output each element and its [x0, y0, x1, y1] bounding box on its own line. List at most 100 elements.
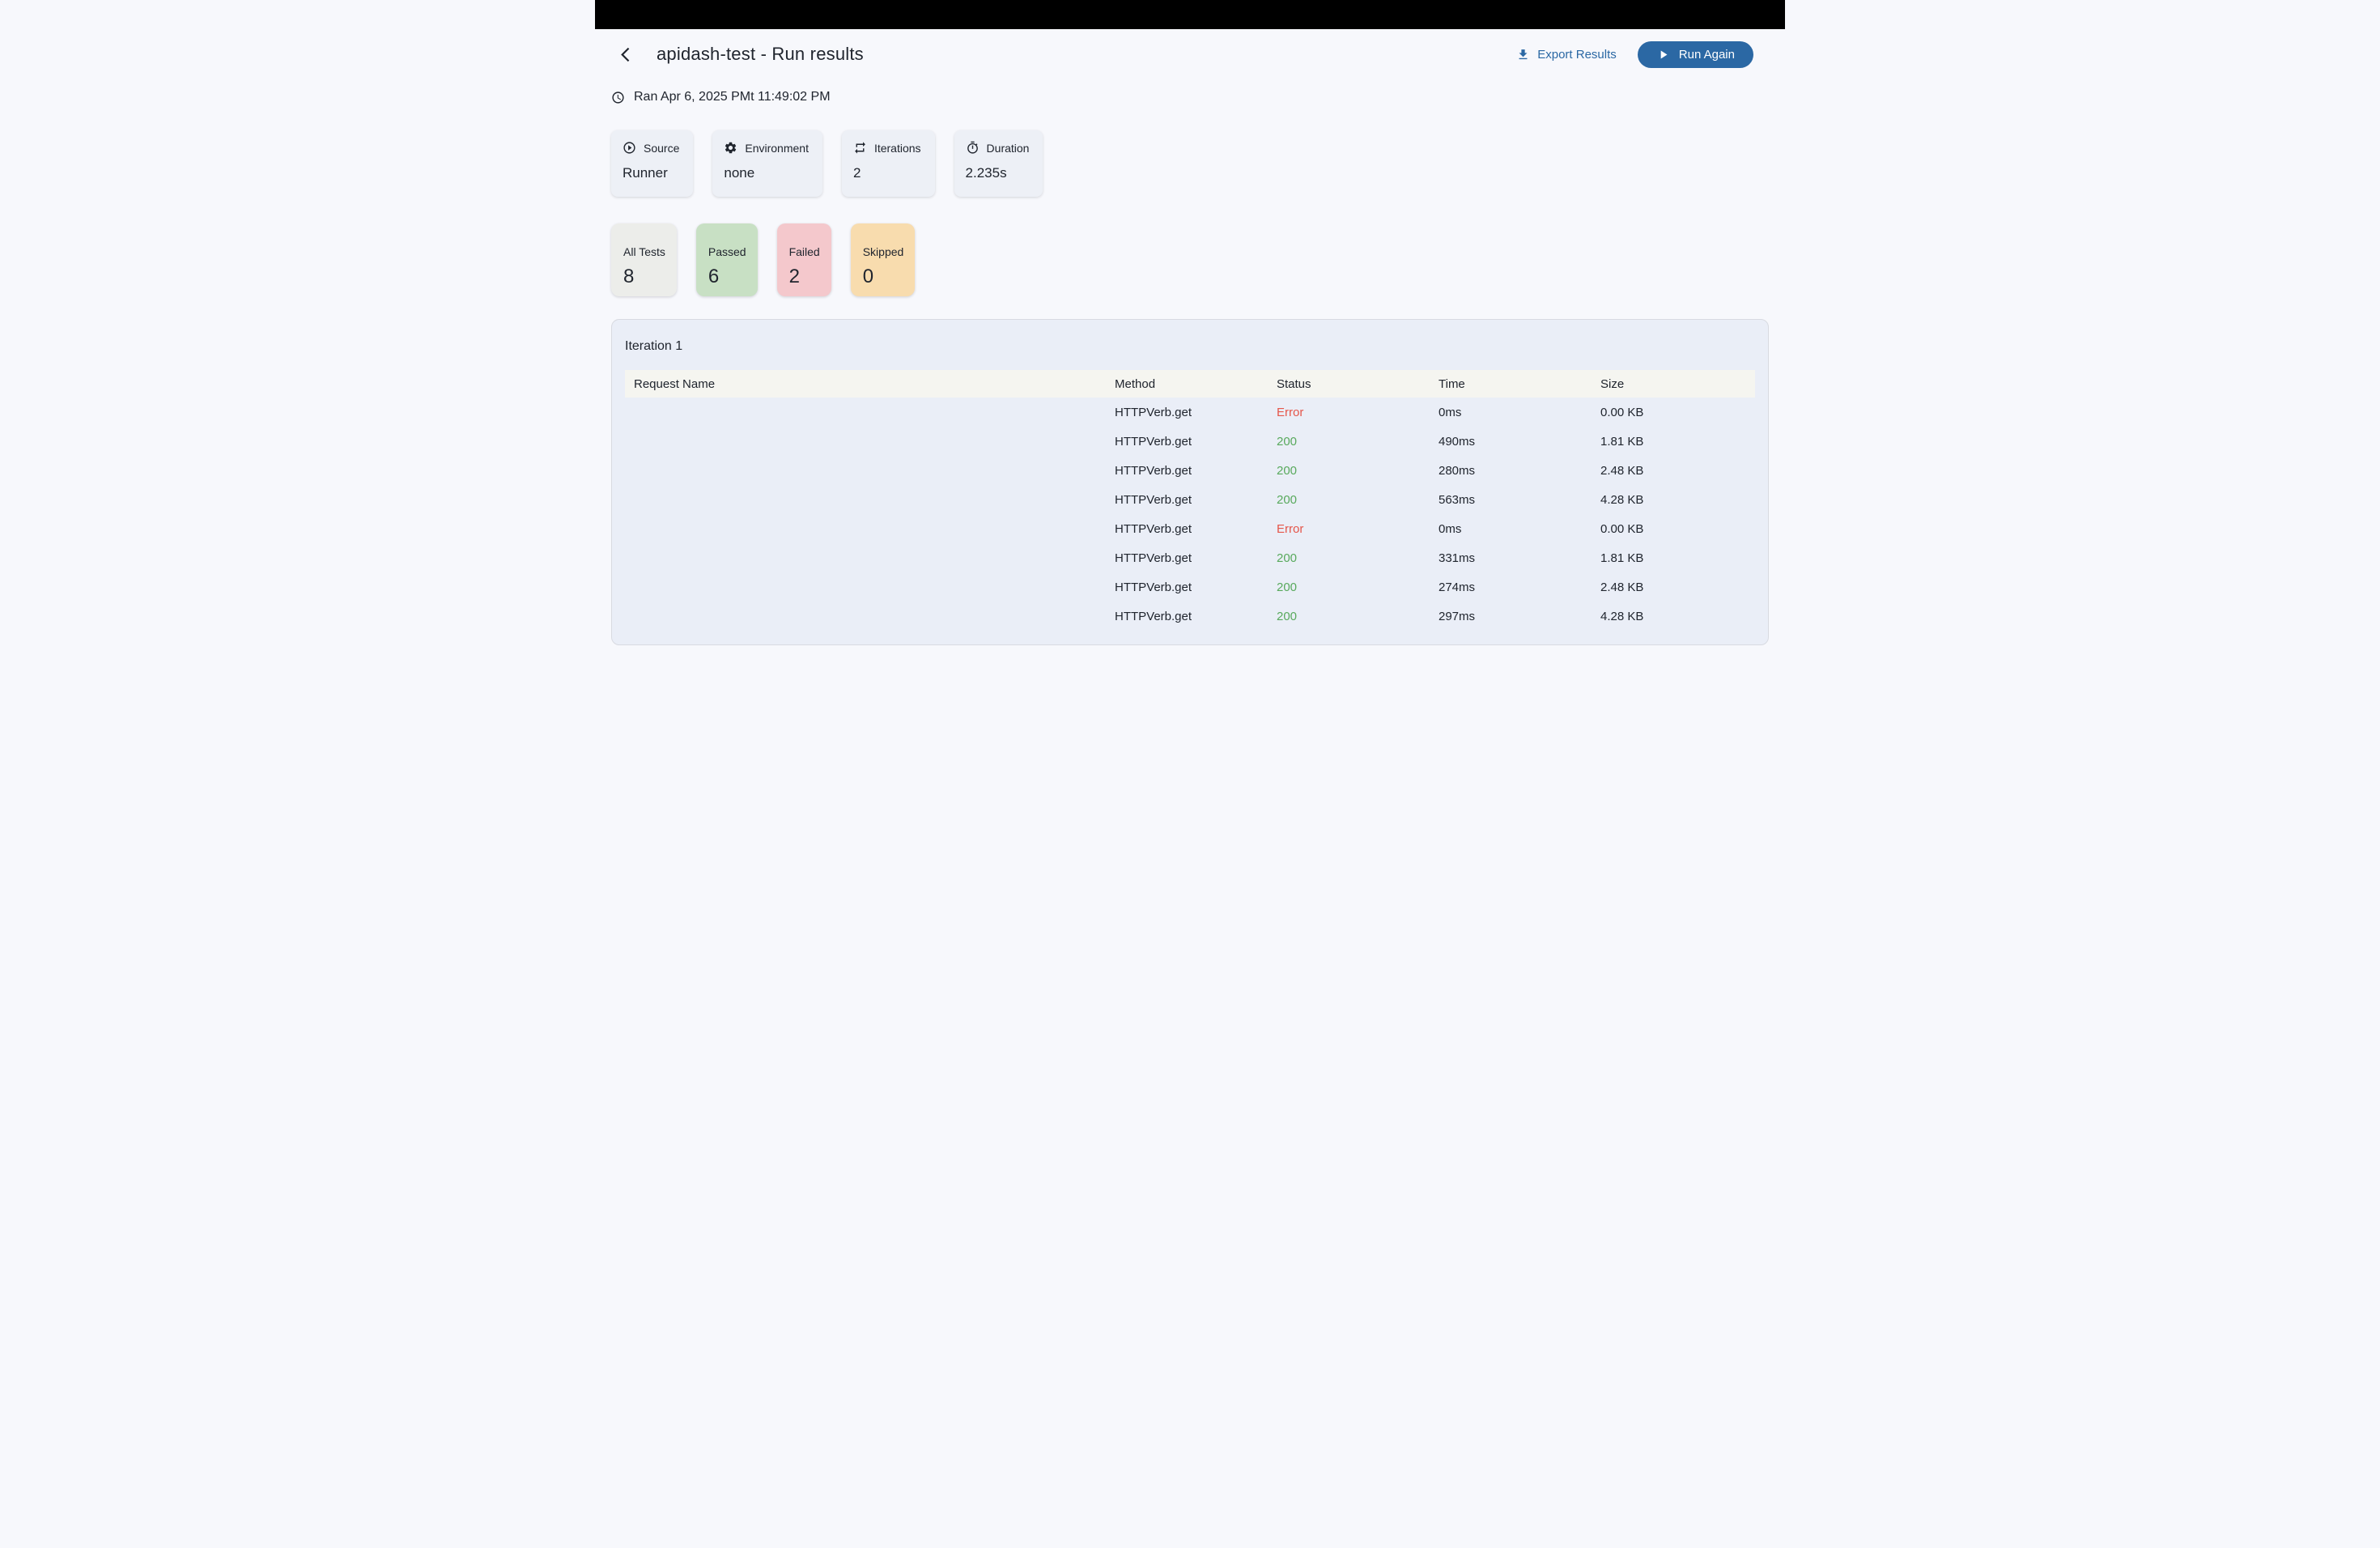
cell-status: 200 [1277, 551, 1298, 565]
stat-card-label: All Tests [623, 245, 665, 258]
info-card-header: Source [623, 141, 679, 155]
column-header-status: Status [1277, 376, 1311, 391]
run-timestamp: Ran Apr 6, 2025 PMt 11:49:02 PM [634, 90, 831, 104]
clock-icon [612, 91, 624, 104]
cell-method: HTTPVerb.get [1115, 405, 1192, 419]
table-row[interactable]: HTTPVerb.get 200 563ms 4.28 KB [625, 485, 1755, 514]
cell-method: HTTPVerb.get [1115, 463, 1192, 478]
cell-status: 200 [1277, 434, 1298, 449]
table-row[interactable]: HTTPVerb.get 200 331ms 1.81 KB [625, 543, 1755, 572]
download-icon [1519, 49, 1528, 59]
info-card-value: 2.235s [965, 165, 1007, 181]
cell-status: 200 [1277, 580, 1298, 594]
window-titlebar [595, 0, 1785, 29]
results-table: Request Name Method Status Time Size HTTPVer… [625, 370, 1755, 631]
cell-method: HTTPVerb.get [1115, 551, 1192, 565]
export-results-button[interactable]: Export Results [1516, 48, 1617, 62]
info-card-duration: Duration 2.235s [954, 130, 1043, 197]
cell-time: 280ms [1439, 463, 1476, 478]
cell-method: HTTPVerb.get [1115, 492, 1192, 507]
column-header-request-name: Request Name [634, 376, 716, 391]
info-card-label: Environment [745, 141, 809, 155]
table-row[interactable]: HTTPVerb.get 200 280ms 2.48 KB [625, 456, 1755, 485]
cell-size: 0.00 KB [1600, 521, 1644, 536]
stat-card-all-tests[interactable]: All Tests 8 [611, 223, 677, 296]
run-info-cards: Source Runner Environment none Iterations 2 Du… [595, 130, 1785, 197]
stat-card-label: Failed [788, 245, 820, 258]
info-card-header: Iterations [853, 141, 921, 155]
stat-card-skipped[interactable]: Skipped 0 [850, 223, 916, 296]
info-card-iterations: Iterations 2 [841, 130, 935, 197]
page-header: apidash-test - Run results Export Result… [595, 29, 1785, 68]
cell-size: 4.28 KB [1600, 609, 1644, 623]
cell-status: 200 [1277, 463, 1298, 478]
info-card-value: Runner [623, 165, 668, 181]
play-icon [1660, 50, 1668, 58]
test-summary-cards: All Tests 8 Passed 6 Failed 2 Skipped 0 [595, 223, 1785, 296]
stat-card-label: Passed [708, 245, 746, 258]
info-card-label: Duration [986, 141, 1030, 155]
stat-card-label: Skipped [862, 245, 904, 258]
cell-size: 1.81 KB [1600, 434, 1644, 449]
cell-method: HTTPVerb.get [1115, 434, 1192, 449]
cell-size: 2.48 KB [1600, 463, 1644, 478]
stat-card-value: 0 [862, 266, 874, 287]
cell-method: HTTPVerb.get [1115, 609, 1192, 623]
info-card-environment: Environment none [712, 130, 822, 197]
cell-size: 4.28 KB [1600, 492, 1644, 507]
info-card-header: Environment [724, 141, 809, 155]
play-circle-icon [623, 142, 635, 154]
cell-time: 563ms [1439, 492, 1476, 507]
cell-size: 1.81 KB [1600, 551, 1644, 565]
cell-time: 274ms [1439, 580, 1476, 594]
iteration-panel: Iteration 1 Request Name Method Status Time… [611, 319, 1769, 645]
info-card-value: none [724, 165, 755, 181]
info-card-label: Source [644, 141, 680, 155]
info-card-value: 2 [852, 165, 861, 181]
iteration-title: Iteration 1 [625, 339, 683, 353]
cell-time: 490ms [1439, 434, 1476, 449]
table-row[interactable]: HTTPVerb.get 200 490ms 1.81 KB [625, 427, 1755, 456]
cell-time: 297ms [1439, 609, 1476, 623]
gear-icon [725, 142, 737, 154]
stat-card-passed[interactable]: Passed 6 [695, 223, 758, 296]
stat-card-value: 2 [788, 266, 800, 287]
info-card-label: Iterations [873, 141, 921, 155]
table-row[interactable]: HTTPVerb.get Error 0ms 0.00 KB [625, 514, 1755, 543]
back-button[interactable] [611, 40, 639, 68]
page-title: apidash-test - Run results [657, 44, 864, 64]
export-results-label: Export Results [1537, 47, 1617, 62]
header-actions: Export Results Run Again [1516, 40, 1753, 68]
stat-card-failed[interactable]: Failed 2 [776, 223, 831, 296]
run-timestamp-row: Ran Apr 6, 2025 PMt 11:49:02 PM [595, 90, 1785, 104]
cell-size: 2.48 KB [1600, 580, 1644, 594]
cell-time: 0ms [1439, 521, 1462, 536]
cell-size: 0.00 KB [1600, 405, 1644, 419]
column-header-time: Time [1439, 376, 1465, 391]
cell-method: HTTPVerb.get [1115, 580, 1192, 594]
repeat-icon [855, 142, 865, 154]
table-body: HTTPVerb.get Error 0ms 0.00 KB HTTPVerb.get 2… [625, 398, 1755, 631]
stopwatch-icon [967, 141, 978, 154]
cell-method: HTTPVerb.get [1115, 521, 1192, 536]
stat-card-value: 6 [708, 266, 720, 287]
table-row[interactable]: HTTPVerb.get 200 274ms 2.48 KB [625, 572, 1755, 602]
cell-status: Error [1277, 405, 1304, 419]
run-again-button[interactable]: Run Again [1637, 40, 1753, 68]
cell-time: 0ms [1439, 405, 1462, 419]
cell-status: 200 [1277, 492, 1298, 507]
cell-status: Error [1277, 521, 1304, 536]
table-header-row: Request Name Method Status Time Size [625, 370, 1755, 398]
info-card-source: Source Runner [611, 130, 694, 197]
app-window: apidash-test - Run results Export Result… [595, 0, 1785, 774]
cell-status: 200 [1277, 609, 1298, 623]
column-header-method: Method [1115, 376, 1156, 391]
cell-time: 331ms [1439, 551, 1476, 565]
table-row[interactable]: HTTPVerb.get 200 297ms 4.28 KB [625, 602, 1755, 631]
chevron-left-icon [620, 47, 629, 62]
run-again-label: Run Again [1678, 47, 1735, 62]
stat-card-value: 8 [623, 266, 635, 287]
info-card-header: Duration [966, 141, 1030, 155]
table-row[interactable]: HTTPVerb.get Error 0ms 0.00 KB [625, 398, 1755, 427]
column-header-size: Size [1600, 376, 1625, 391]
